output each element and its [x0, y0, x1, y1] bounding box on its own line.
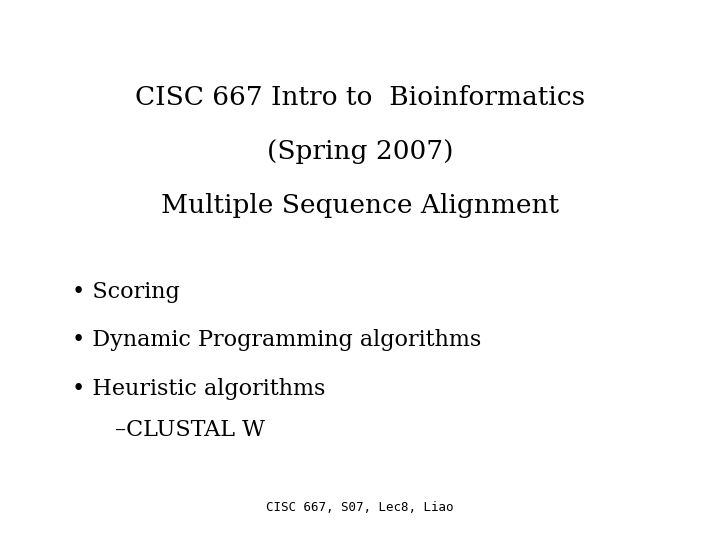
Text: • Heuristic algorithms: • Heuristic algorithms [72, 378, 325, 400]
Text: CISC 667 Intro to  Bioinformatics: CISC 667 Intro to Bioinformatics [135, 85, 585, 110]
Text: –CLUSTAL W: –CLUSTAL W [115, 419, 265, 441]
Text: (Spring 2007): (Spring 2007) [266, 139, 454, 164]
Text: CISC 667, S07, Lec8, Liao: CISC 667, S07, Lec8, Liao [266, 501, 454, 514]
Text: • Dynamic Programming algorithms: • Dynamic Programming algorithms [72, 329, 481, 351]
Text: Multiple Sequence Alignment: Multiple Sequence Alignment [161, 193, 559, 218]
Text: • Scoring: • Scoring [72, 281, 180, 302]
